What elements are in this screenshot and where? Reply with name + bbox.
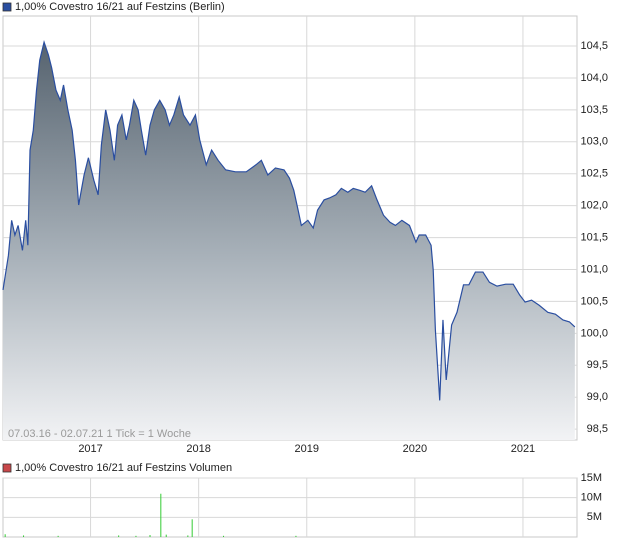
x-tick-label: 2017 <box>78 443 102 455</box>
y-tick-label: 101,0 <box>580 263 608 275</box>
volume-bar <box>23 535 25 537</box>
y-tick-label: 99,0 <box>587 391 608 403</box>
x-tick-label: 2019 <box>295 443 319 455</box>
price-line <box>2 40 576 401</box>
area-fill <box>3 42 575 440</box>
legend-label: 1,00% Covestro 16/21 auf Festzins (Berli… <box>15 1 225 13</box>
y-tick-label: 104,5 <box>580 40 608 52</box>
volume-bar <box>118 535 120 537</box>
y-tick-label: 104,0 <box>580 72 608 84</box>
y-tick-label: 99,5 <box>587 359 608 371</box>
y-tick-label: 98,5 <box>587 423 608 435</box>
volume-bar <box>223 535 225 537</box>
y-tick-label: 15M <box>581 472 602 484</box>
y-tick-label: 103,5 <box>580 104 608 116</box>
y-tick-label: 102,0 <box>580 200 608 212</box>
volume-bar <box>4 534 6 537</box>
volume-bar <box>149 535 151 537</box>
y-tick-label: 101,5 <box>580 231 608 243</box>
y-tick-label: 103,0 <box>580 136 608 148</box>
volume-bar <box>165 534 167 537</box>
y-tick-label: 5M <box>587 511 602 523</box>
footnote: 07.03.16 - 02.07.21 1 Tick = 1 Woche <box>8 428 191 440</box>
legend-swatch <box>2 463 12 473</box>
volume-bar <box>57 535 59 537</box>
layer: 98,5 99,0 99,5 100,0 100,5 101,0 101,5 102,0 102… <box>2 1 608 537</box>
legend-label: 1,00% Covestro 16/21 auf Festzins Volume… <box>15 462 232 474</box>
y-tick-label: 10M <box>581 492 602 504</box>
y-tick-label: 102,5 <box>580 168 608 180</box>
volume-bar <box>187 535 189 537</box>
volume-bar <box>295 535 297 537</box>
x-tick-label: 2020 <box>403 443 427 455</box>
y-tick-label: 100,0 <box>580 327 608 339</box>
legend-swatch <box>2 2 12 12</box>
x-tick-label: 2018 <box>186 443 210 455</box>
volume-bar <box>135 535 137 537</box>
volume-bar <box>160 493 162 537</box>
y-tick-label: 100,5 <box>580 295 608 307</box>
volume-plot-area <box>2 477 578 538</box>
x-tick-label: 2021 <box>511 443 535 455</box>
volume-bar <box>191 519 193 537</box>
